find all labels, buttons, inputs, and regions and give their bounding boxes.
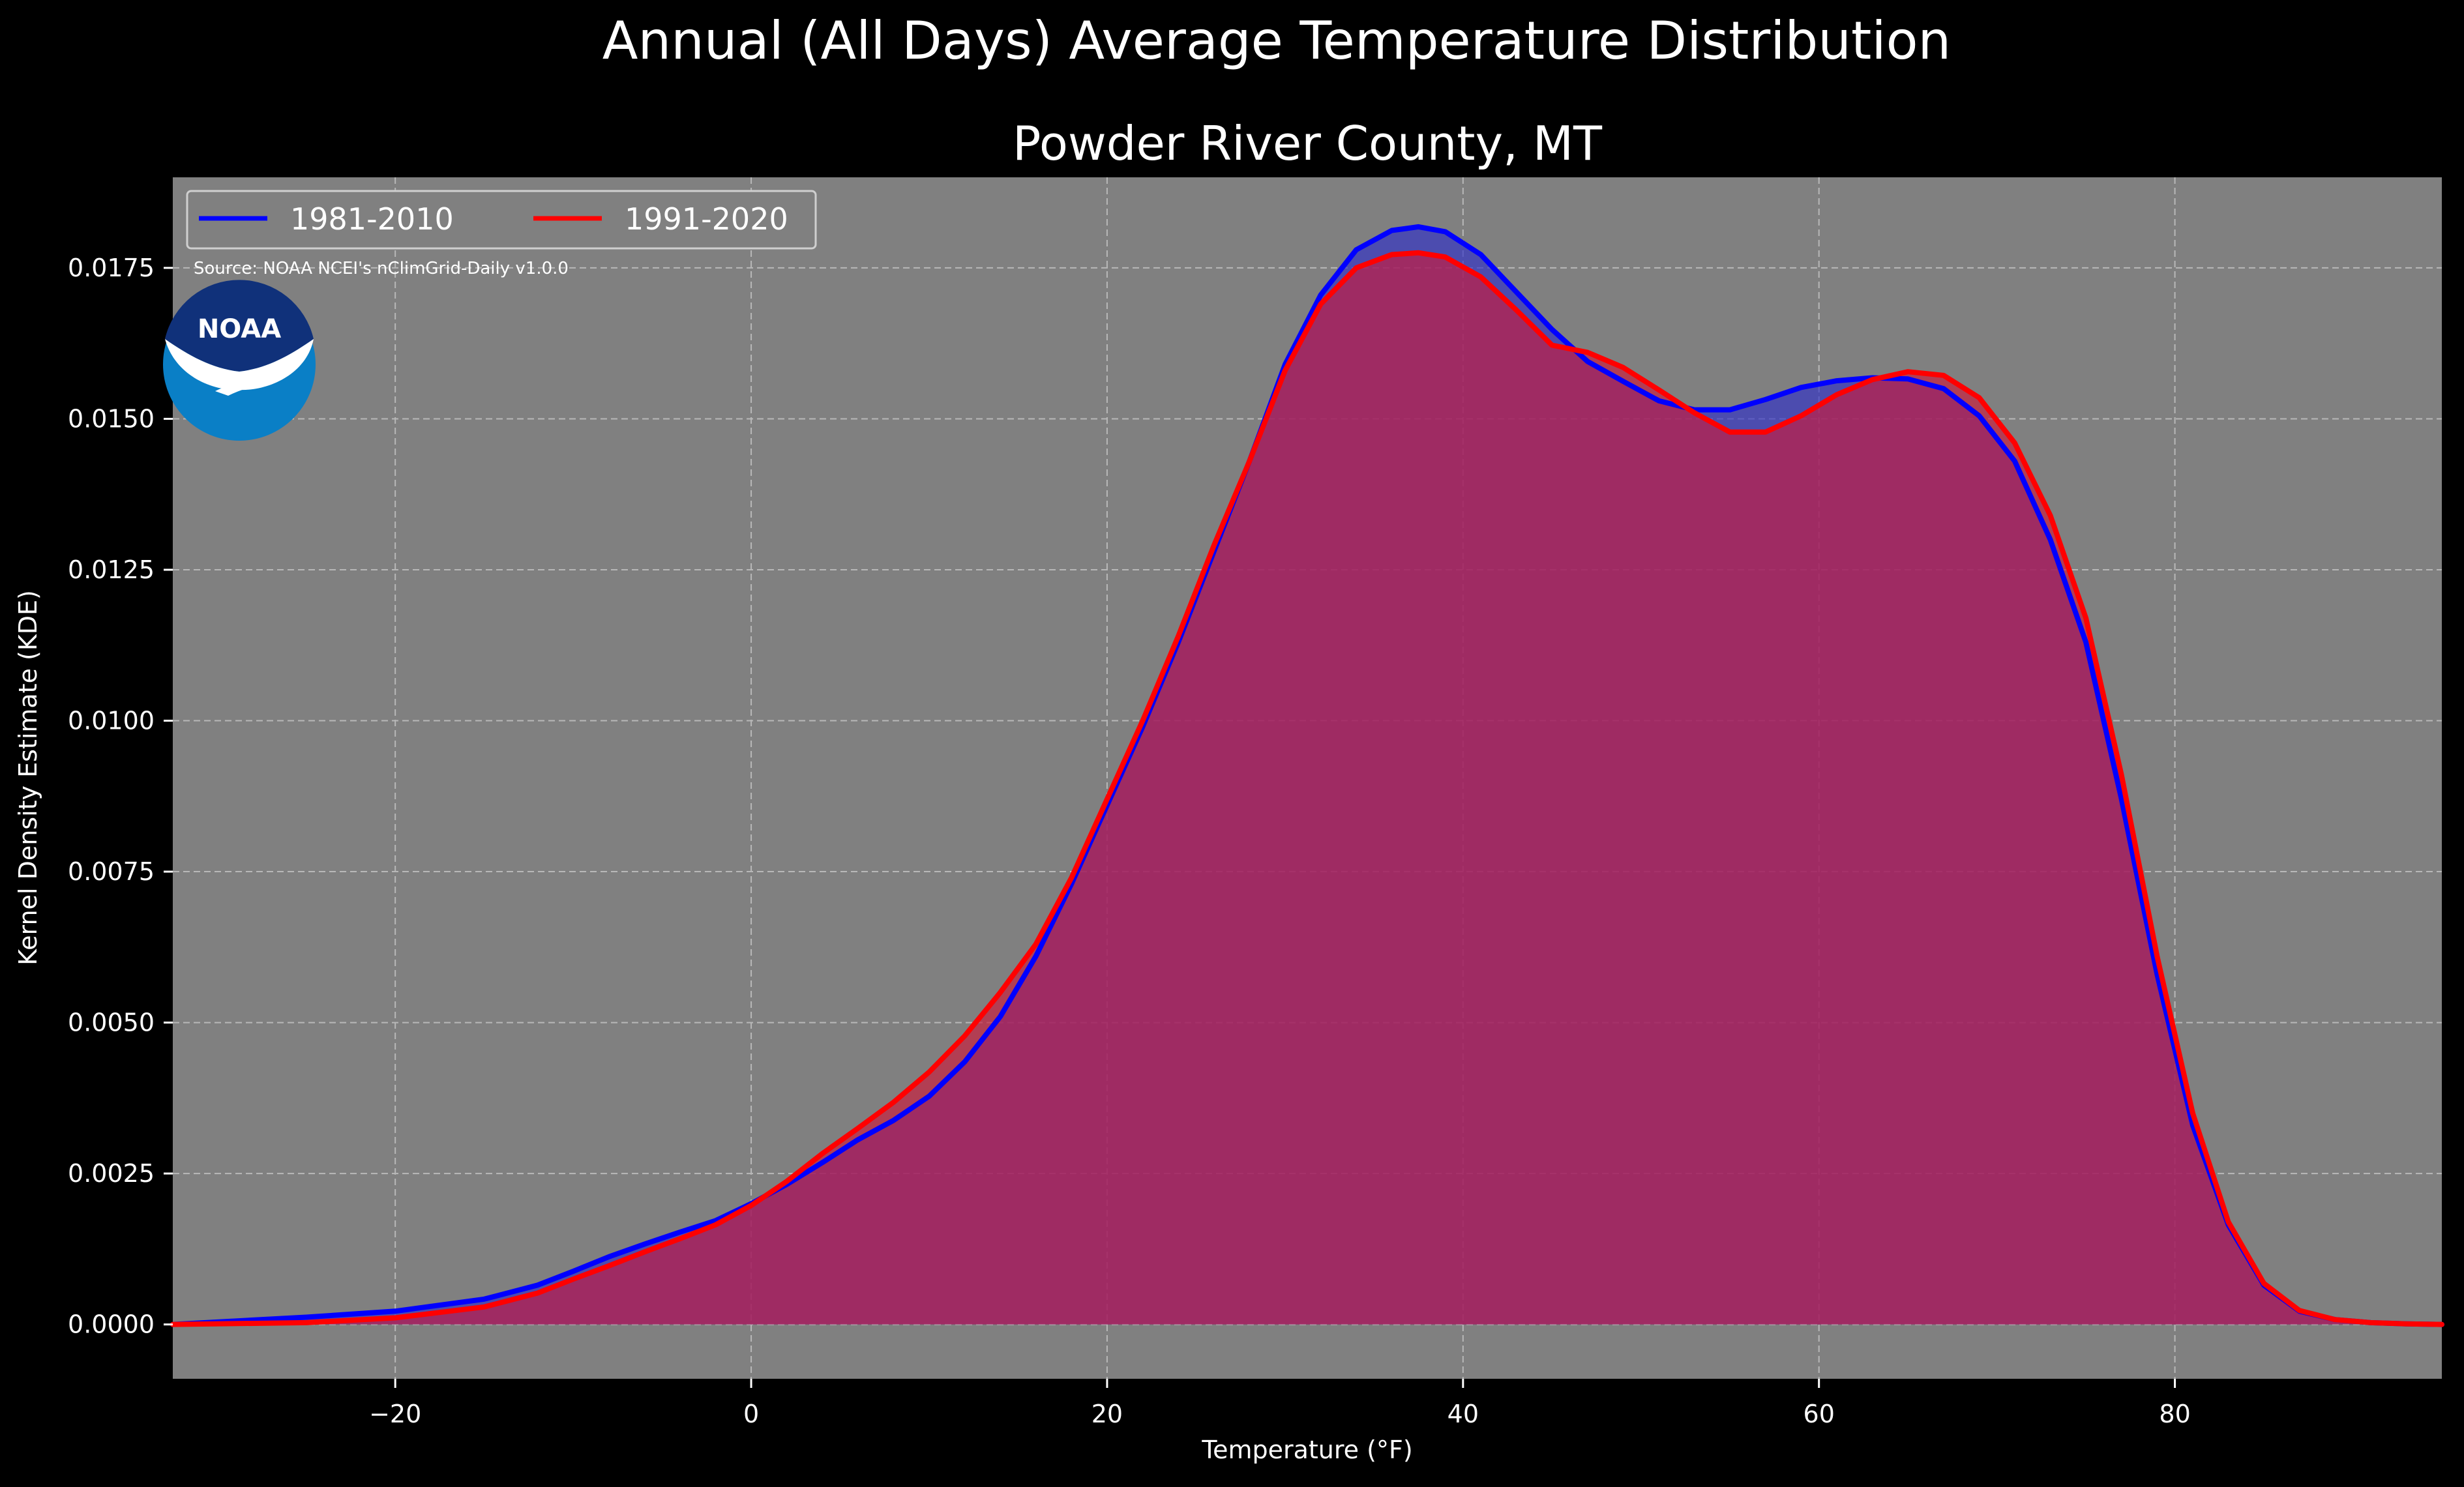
series-line-1991-2020 xyxy=(170,250,2444,1327)
y-tick-label: 0.0150 xyxy=(68,404,155,433)
x-tick-label: 40 xyxy=(1447,1400,1479,1428)
y-tick-label: 0.0025 xyxy=(68,1159,155,1188)
chart-suptitle: Annual (All Days) Average Temperature Di… xyxy=(602,10,1951,71)
x-tick-label: 20 xyxy=(1091,1400,1123,1428)
legend-label-1981-2010: 1981-2010 xyxy=(290,201,454,237)
legend: 1981-2010 1991-2020 xyxy=(186,190,817,250)
x-axis-label: Temperature (°F) xyxy=(1201,1435,1412,1464)
y-tick-label: 0.0075 xyxy=(68,857,155,886)
y-tick-label: 0.0125 xyxy=(68,555,155,584)
y-tick-label: 0.0175 xyxy=(68,254,155,282)
y-axis-label: Kernel Density Estimate (KDE) xyxy=(14,590,42,965)
y-axis-ticks: 0.0000 0.0025 0.0050 0.0075 0.0100 0.0125 0.01… xyxy=(68,254,173,1339)
x-tick-label: 80 xyxy=(2159,1400,2190,1428)
legend-frame xyxy=(186,190,817,250)
x-axis-ticks: −20 0 20 40 60 80 xyxy=(369,1379,2191,1428)
area-fill-1991-2020 xyxy=(173,252,2442,1325)
source-note: Source: NOAA NCEI's nClimGrid-Daily v1.0… xyxy=(194,259,569,278)
noaa-logo: NOAA xyxy=(163,280,316,441)
y-tick-label: 0.0000 xyxy=(68,1310,155,1339)
x-tick-label: −20 xyxy=(369,1400,421,1428)
noaa-logo-text: NOAA xyxy=(198,314,281,344)
legend-label-1991-2020: 1991-2020 xyxy=(625,201,788,237)
y-tick-label: 0.0050 xyxy=(68,1009,155,1037)
y-tick-label: 0.0100 xyxy=(68,707,155,735)
x-tick-label: 60 xyxy=(1803,1400,1835,1428)
chart-title: Powder River County, MT xyxy=(1013,116,1603,171)
series-layer xyxy=(170,224,2444,1327)
x-tick-label: 0 xyxy=(743,1400,759,1428)
